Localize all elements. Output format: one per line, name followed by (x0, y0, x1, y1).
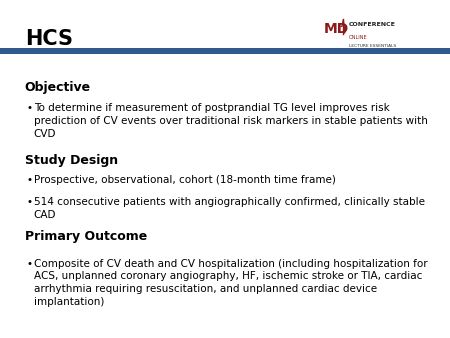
Text: Objective: Objective (25, 81, 91, 94)
Text: MD: MD (324, 22, 349, 36)
Text: •: • (26, 103, 32, 113)
Text: To determine if measurement of postprandial TG level improves risk
prediction of: To determine if measurement of postprand… (34, 103, 428, 139)
Text: CONFERENCE: CONFERENCE (349, 22, 396, 27)
Text: •: • (26, 197, 32, 207)
Text: LECTURE ESSENTIALS: LECTURE ESSENTIALS (349, 44, 396, 48)
Text: •: • (26, 259, 32, 269)
Bar (0, 48, 450, 54)
Text: Composite of CV death and CV hospitalization (including hospitalization for
ACS,: Composite of CV death and CV hospitaliza… (34, 259, 428, 307)
Text: 514 consecutive patients with angiographically confirmed, clinically stable
CAD: 514 consecutive patients with angiograph… (34, 197, 425, 219)
Text: Study Design: Study Design (25, 154, 118, 167)
Text: HCS: HCS (25, 29, 73, 49)
Text: Prospective, observational, cohort (18-month time frame): Prospective, observational, cohort (18-m… (34, 175, 336, 185)
Text: •: • (26, 175, 32, 185)
Text: Primary Outcome: Primary Outcome (25, 230, 147, 243)
Text: ONLINE: ONLINE (349, 35, 367, 41)
